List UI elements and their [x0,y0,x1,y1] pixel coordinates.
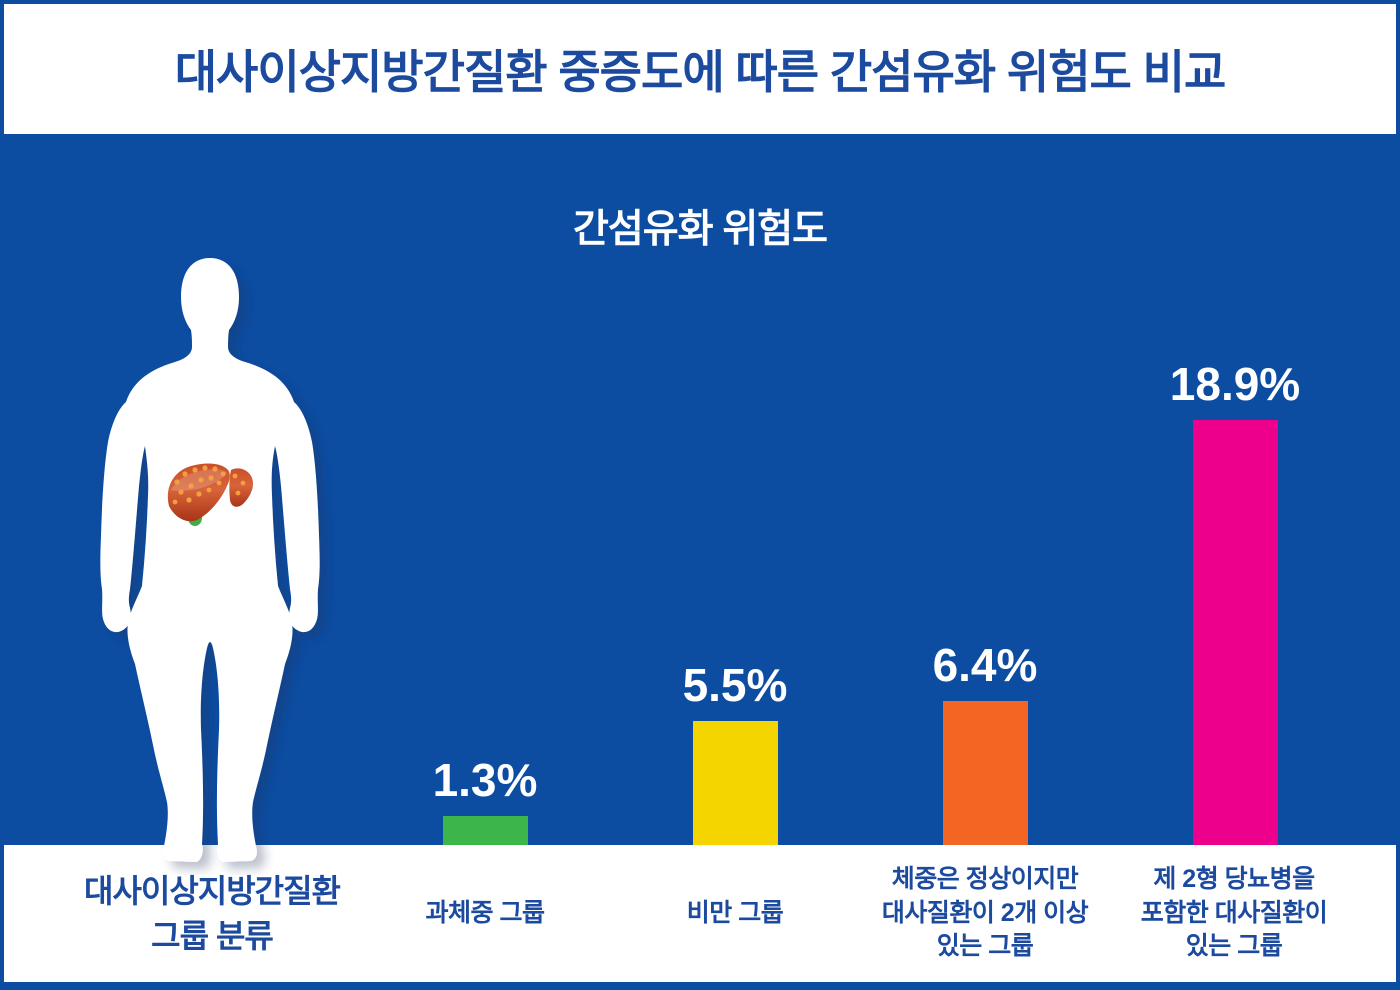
fatty-liver-icon [167,463,253,526]
category-label-overweight: 과체중 그룹 [425,898,545,927]
bar-value-label: 1.3% [432,754,538,806]
bar-rect-metabolic [942,701,1028,845]
human-body-figure [85,250,335,875]
bar-rect-overweight [442,816,528,845]
category-label-diabetes: 제 2형 당뇨병을 포함한 대사질환이 있는 그룹 [1140,864,1328,961]
bar-group-metabolic: 6.4% [860,642,1110,845]
group-axis-title: 대사이상지방간질환 그룹 분류 [84,872,341,954]
bar-group-diabetes: 18.9% [1110,361,1360,845]
category-label-metabolic: 체중은 정상이지만 대사질환이 2개 이상 있는 그룹 [881,864,1089,961]
bar-value-label: 5.5% [682,659,788,711]
bar-rect-obese [692,721,778,845]
bar-group-overweight: 1.3% [360,757,610,845]
bar-value-label: 6.4% [932,639,1038,691]
header-bar: 대사이상지방간질환 중증도에 따른 간섬유화 위험도 비교 [4,4,1396,134]
bar-value-label: 18.9% [1169,358,1301,410]
body-silhouette [100,258,320,862]
human-body-silhouette-icon [100,258,320,862]
bottom-label-band [4,845,1396,982]
chart-subtitle: 간섬유화 위험도 [573,208,828,251]
bar-rect-diabetes [1192,420,1278,845]
category-label-obese: 비만 그룹 [686,898,784,927]
page-title: 대사이상지방간질환 중증도에 따른 간섬유화 위험도 비교 [174,46,1227,98]
bar-group-obese: 5.5% [610,662,860,845]
